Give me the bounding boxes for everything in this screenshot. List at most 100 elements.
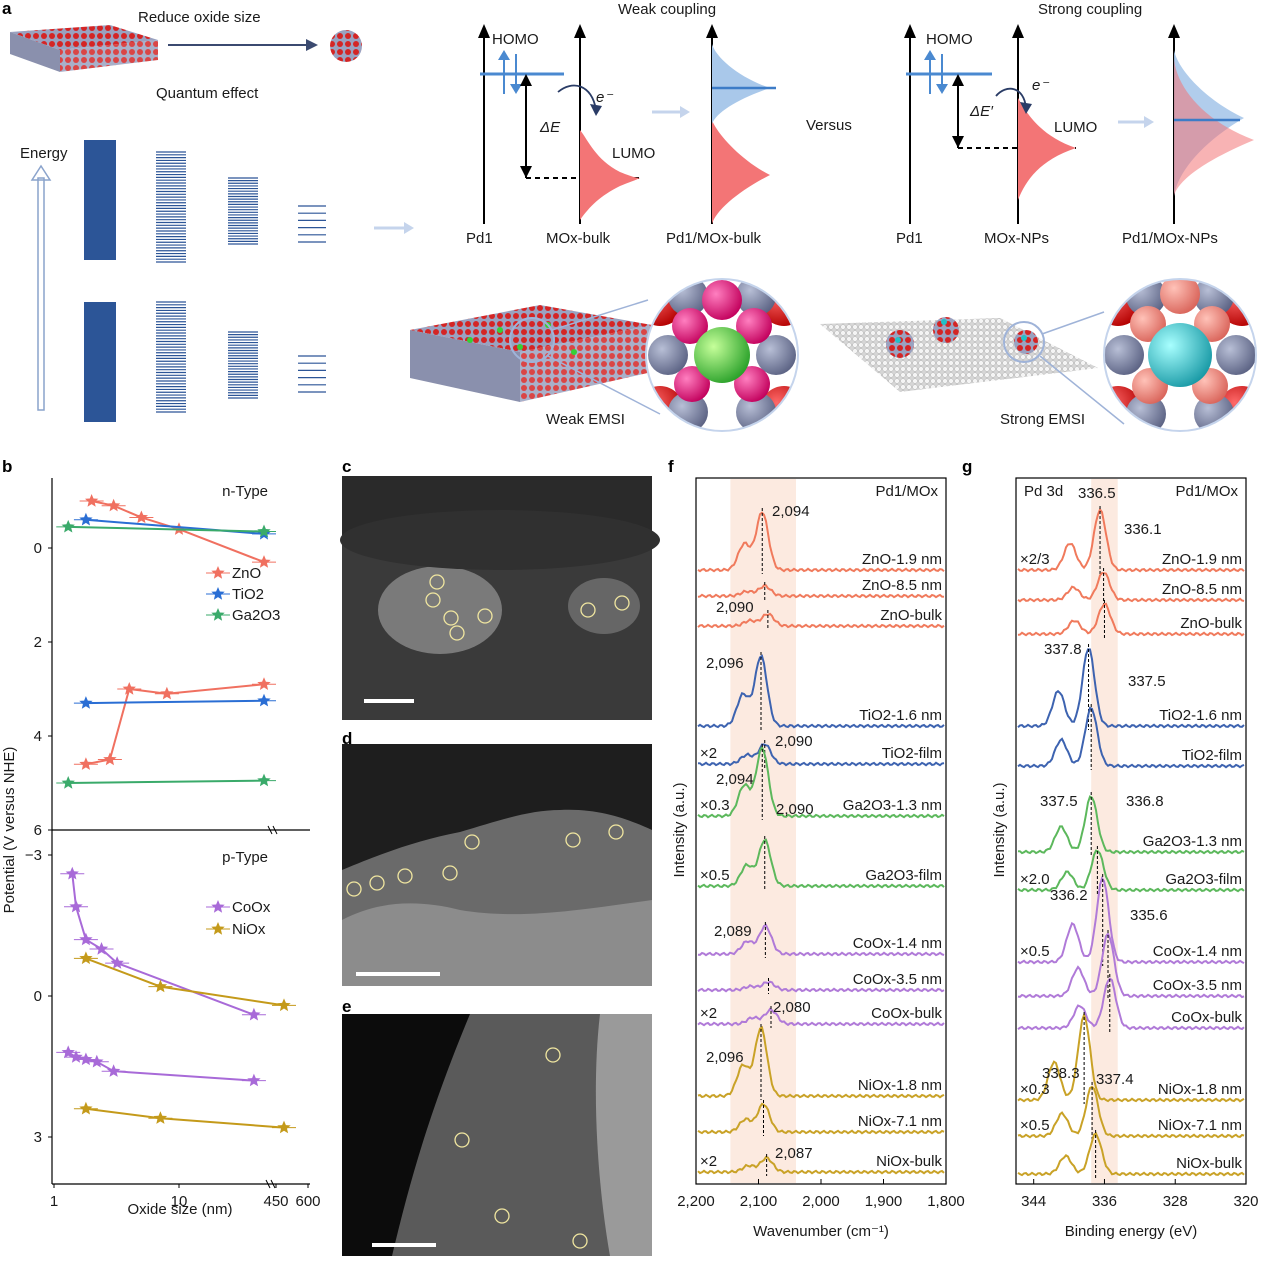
trace-label: CoOx-1.4 nm: [853, 935, 942, 952]
atom-marker-circle: [369, 875, 385, 891]
x-tick-label: 2,100: [740, 1193, 778, 1210]
data-point-star: [153, 1111, 168, 1124]
panel-e-letter: e: [342, 997, 351, 1016]
atom-marker-circle: [464, 834, 480, 850]
data-point-star: [90, 1054, 104, 1068]
y-tick-label: 6: [34, 822, 42, 839]
x-tick-label: 336: [1092, 1193, 1117, 1210]
electron-label-strong: e⁻: [1032, 77, 1049, 94]
spectrum-trace: [697, 612, 945, 629]
data-point-star: [107, 498, 121, 512]
peak-value-label: 2,096: [706, 655, 744, 672]
atom-marker-circle: [545, 1047, 561, 1063]
spectrum-trace: [1017, 602, 1245, 637]
y-tick-label: 3: [34, 1129, 42, 1146]
trace-label: CoOx-bulk: [1171, 1009, 1242, 1026]
data-point-star: [79, 951, 93, 965]
plot-subtitle: Pd 3d: [1024, 483, 1063, 500]
spectrum-trace: [1017, 1085, 1245, 1139]
spectrum-trace: [1017, 507, 1245, 573]
atom-marker-circle: [425, 592, 441, 608]
energy-arrow-shaft: [37, 177, 45, 411]
trace-label: CoOx-bulk: [871, 1005, 942, 1022]
data-point-star: [79, 757, 93, 770]
atom-marker-circle: [572, 1233, 588, 1249]
data-point-star: [257, 555, 271, 568]
data-point-star: [65, 866, 79, 880]
bulk-conduction-band: [84, 140, 116, 260]
spectrum-trace: [697, 1007, 945, 1027]
panel-a-letter: a: [2, 0, 12, 18]
spectrum-trace: [697, 923, 945, 957]
peak-value-label: 337.4: [1096, 1071, 1134, 1088]
x-axis-label: Binding energy (eV): [1065, 1223, 1198, 1240]
data-point-star: [61, 519, 75, 533]
series-line: [85, 699, 265, 705]
x-tick-label: 1,900: [865, 1193, 903, 1210]
data-point-star: [85, 494, 99, 507]
data-point-star: [107, 1064, 121, 1077]
peak-value-label: 337.5: [1128, 673, 1166, 690]
bulk-valence-band: [84, 302, 116, 422]
data-point-star: [103, 752, 117, 766]
mox-nps-label: MOx-NPs: [984, 230, 1049, 247]
strong-emsi-support: [820, 311, 1125, 425]
trace-label: NiOx-1.8 nm: [1158, 1081, 1242, 1098]
trace-label: NiOx-1.8 nm: [858, 1077, 942, 1094]
trace-label: Ga2O3-film: [1165, 871, 1242, 888]
spectrum-trace: [697, 1102, 945, 1135]
strong-emsi-label: Strong EMSI: [1000, 411, 1085, 428]
spectrum-trace: [1017, 571, 1245, 603]
pd1-mox-bulk-label: Pd1/MOx-bulk: [666, 230, 762, 247]
single-atom-markers-c: [425, 574, 630, 641]
weak-coupling-diagram: [478, 24, 776, 224]
atom-marker-circle: [494, 1208, 510, 1224]
peak-value-label: 2,094: [716, 771, 754, 788]
spectrum-trace: [1017, 795, 1245, 855]
panel-f-letter: f: [668, 457, 674, 476]
trace-label: CoOx-3.5 nm: [1153, 977, 1242, 994]
trace-label: Ga2O3-1.3 nm: [1143, 833, 1242, 850]
peak-value-label: 337.5: [1040, 793, 1078, 810]
legend-label: CoOx: [232, 899, 271, 916]
atom-marker-circle: [477, 608, 493, 624]
data-point-star: [94, 942, 109, 955]
data-point-star: [211, 587, 225, 600]
pd1-label-strong: Pd1: [896, 230, 923, 247]
series-line: [85, 1107, 285, 1129]
spectrum-trace: [697, 745, 945, 819]
legend-label: TiO2: [232, 586, 264, 603]
spectrum-trace: [697, 1025, 945, 1099]
peak-value-label: 2,090: [775, 733, 813, 750]
y-tick-label: 4: [34, 728, 42, 745]
trace-label: ZnO-bulk: [1180, 615, 1242, 632]
micrograph-e: [342, 1014, 652, 1256]
peak-value-label: 337.8: [1044, 641, 1082, 658]
x-axis-label: Wavenumber (cm⁻¹): [753, 1223, 889, 1240]
legend-label: Ga2O3: [232, 607, 280, 624]
plot-title: Pd1/MOx: [875, 483, 938, 500]
data-point-star: [247, 1007, 261, 1021]
data-point-star: [211, 922, 225, 935]
spectrum-trace: [1017, 977, 1245, 1031]
data-point-star: [277, 998, 291, 1012]
peak-value-label: 2,090: [716, 599, 754, 616]
oxide-nanoparticle: [330, 30, 362, 62]
data-point-star: [211, 608, 225, 621]
axis-break-mark: [270, 1179, 276, 1189]
y-axis-label: Potential (V versus NHE): [1, 747, 18, 914]
electron-label-weak: e⁻: [596, 89, 613, 106]
delta-e-prime-label: ΔE′: [969, 103, 994, 120]
highlight-band: [730, 479, 796, 1183]
spectrum-trace: [1017, 932, 1245, 999]
peak-value-label: 336.8: [1126, 793, 1164, 810]
x-tick-label: 2,000: [802, 1193, 840, 1210]
peak-value-label: 336.1: [1124, 521, 1162, 538]
strong-coupling-diagram: [904, 24, 1254, 224]
weak-emsi-label: Weak EMSI: [546, 411, 625, 428]
spectrum-trace: [697, 654, 945, 729]
lumo-label-weak: LUMO: [612, 145, 655, 162]
data-point-star: [79, 932, 93, 946]
atom-marker-circle: [429, 574, 445, 590]
